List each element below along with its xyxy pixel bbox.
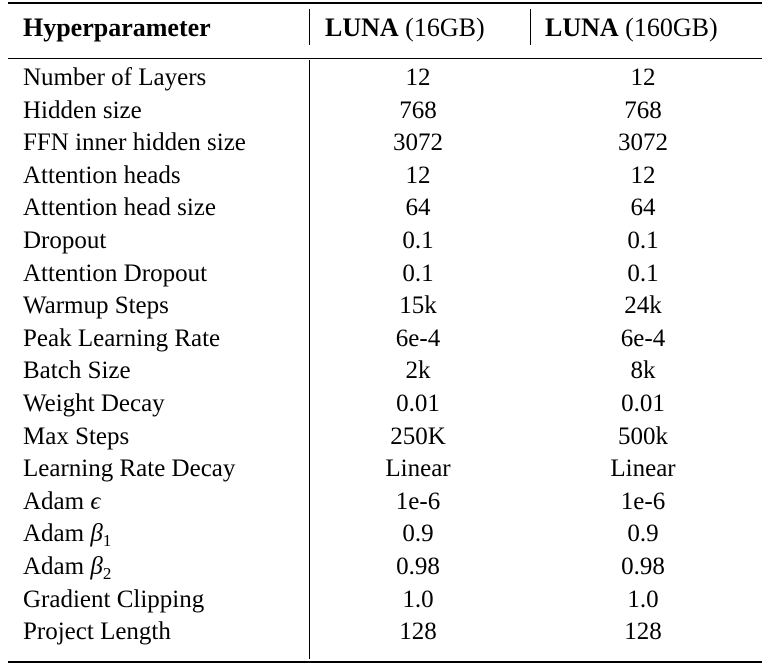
row-label: Adam β2 — [23, 552, 112, 583]
table-row: Learning Rate Decay Linear Linear — [0, 453, 770, 486]
value-luna-16gb: 2k — [405, 357, 431, 385]
row-label: Gradient Clipping — [23, 585, 205, 613]
math-subscript: 2 — [102, 563, 112, 583]
row-label: Adam β1 — [23, 520, 112, 551]
table-row: Number of Layers 12 12 — [0, 62, 770, 95]
row-label: Attention heads — [23, 161, 181, 189]
value-luna-160gb: 0.98 — [621, 552, 665, 580]
row-label: Number of Layers — [23, 64, 207, 91]
value-luna-16gb: Linear — [385, 455, 451, 483]
value-luna-160gb: 12 — [630, 161, 656, 189]
table-row: Attention heads 12 12 — [0, 160, 770, 193]
value-luna-16gb: 15k — [399, 292, 437, 320]
value-luna-160gb: 768 — [624, 96, 662, 124]
value-luna-160gb: 8k — [630, 357, 656, 385]
bottom-rule — [8, 661, 762, 663]
row-label: Max Steps — [23, 422, 130, 450]
value-luna-16gb: 0.9 — [402, 520, 434, 548]
row-label: Adam ϵ — [23, 487, 101, 515]
row-label: Attention Dropout — [23, 259, 208, 287]
value-luna-16gb: 12 — [405, 64, 431, 91]
value-luna-160gb: Linear — [610, 455, 676, 483]
table-row: Gradient Clipping 1.0 1.0 — [0, 584, 770, 617]
value-luna-160gb: 0.1 — [627, 259, 659, 287]
row-label: Warmup Steps — [23, 292, 169, 320]
row-label: Weight Decay — [23, 389, 165, 417]
value-luna-16gb: 1.0 — [402, 585, 434, 613]
value-luna-16gb: 0.1 — [402, 259, 434, 287]
header-rule — [8, 58, 762, 59]
value-luna-16gb: 0.01 — [396, 389, 440, 417]
value-luna-16gb: 0.1 — [402, 226, 434, 254]
value-luna-160gb: 0.01 — [621, 389, 665, 417]
table-row: Project Length 128 128 — [0, 616, 770, 649]
value-luna-16gb: 128 — [399, 618, 437, 646]
value-luna-160gb: 24k — [624, 292, 662, 320]
table-row: Hidden size 768 768 — [0, 95, 770, 128]
value-luna-16gb: 768 — [399, 96, 437, 124]
row-label: Attention head size — [23, 194, 216, 222]
table-row: Adam β2 0.98 0.98 — [0, 551, 770, 584]
row-label: Peak Learning Rate — [23, 324, 221, 352]
value-luna-160gb: 12 — [630, 64, 656, 91]
value-luna-16gb: 0.98 — [396, 552, 440, 580]
table-row: FFN inner hidden size 3072 3072 — [0, 127, 770, 160]
value-luna-160gb: 0.9 — [627, 520, 659, 548]
math-symbol: β — [90, 520, 103, 548]
table-row: Attention head size 64 64 — [0, 192, 770, 225]
table-row: Attention Dropout 0.1 0.1 — [0, 258, 770, 291]
table-row: Adam β1 0.9 0.9 — [0, 518, 770, 551]
math-symbol: ϵ — [90, 487, 101, 515]
table-row: Peak Learning Rate 6e-4 6e-4 — [0, 323, 770, 356]
value-luna-160gb: 128 — [624, 618, 662, 646]
row-label: Dropout — [23, 226, 107, 254]
value-luna-160gb: 6e-4 — [620, 324, 666, 352]
body-divider — [309, 60, 310, 659]
table-row: Max Steps 250K 500k — [0, 421, 770, 454]
header-luna-16gb: LUNA (16GB) — [325, 13, 485, 42]
value-luna-160gb: 1.0 — [627, 585, 659, 613]
table-row: Weight Decay 0.01 0.01 — [0, 388, 770, 421]
row-label: Batch Size — [23, 357, 131, 385]
value-luna-16gb: 1e-6 — [395, 487, 441, 515]
table-row: Batch Size 2k 8k — [0, 355, 770, 388]
row-label: FFN inner hidden size — [23, 129, 246, 157]
value-luna-16gb: 64 — [405, 194, 431, 222]
math-subscript: 1 — [102, 531, 112, 551]
math-symbol: β — [90, 552, 103, 580]
value-luna-160gb: 500k — [618, 422, 668, 450]
header-divider-1 — [309, 9, 310, 45]
row-label: Project Length — [23, 618, 171, 646]
value-luna-16gb: 250K — [390, 422, 446, 450]
header-divider-2 — [530, 9, 531, 45]
value-luna-160gb: 3072 — [618, 129, 668, 157]
value-luna-16gb: 12 — [405, 161, 431, 189]
table-body: Number of Layers 12 12 Hidden size 768 768 FFN… — [0, 62, 770, 649]
value-luna-160gb: 1e-6 — [620, 487, 666, 515]
value-luna-16gb: 6e-4 — [395, 324, 441, 352]
value-luna-160gb: 0.1 — [627, 226, 659, 254]
table-row: Dropout 0.1 0.1 — [0, 225, 770, 258]
top-rule — [8, 2, 762, 4]
table-row: Warmup Steps 15k 24k — [0, 290, 770, 323]
table-row: Adam ϵ 1e-6 1e-6 — [0, 486, 770, 519]
row-label: Hidden size — [23, 96, 142, 124]
value-luna-16gb: 3072 — [393, 129, 443, 157]
row-label: Learning Rate Decay — [23, 455, 236, 483]
value-luna-160gb: 64 — [630, 194, 656, 222]
header-luna-160gb: LUNA (160GB) — [545, 13, 718, 42]
header-hyperparameter: Hyperparameter — [23, 13, 211, 42]
